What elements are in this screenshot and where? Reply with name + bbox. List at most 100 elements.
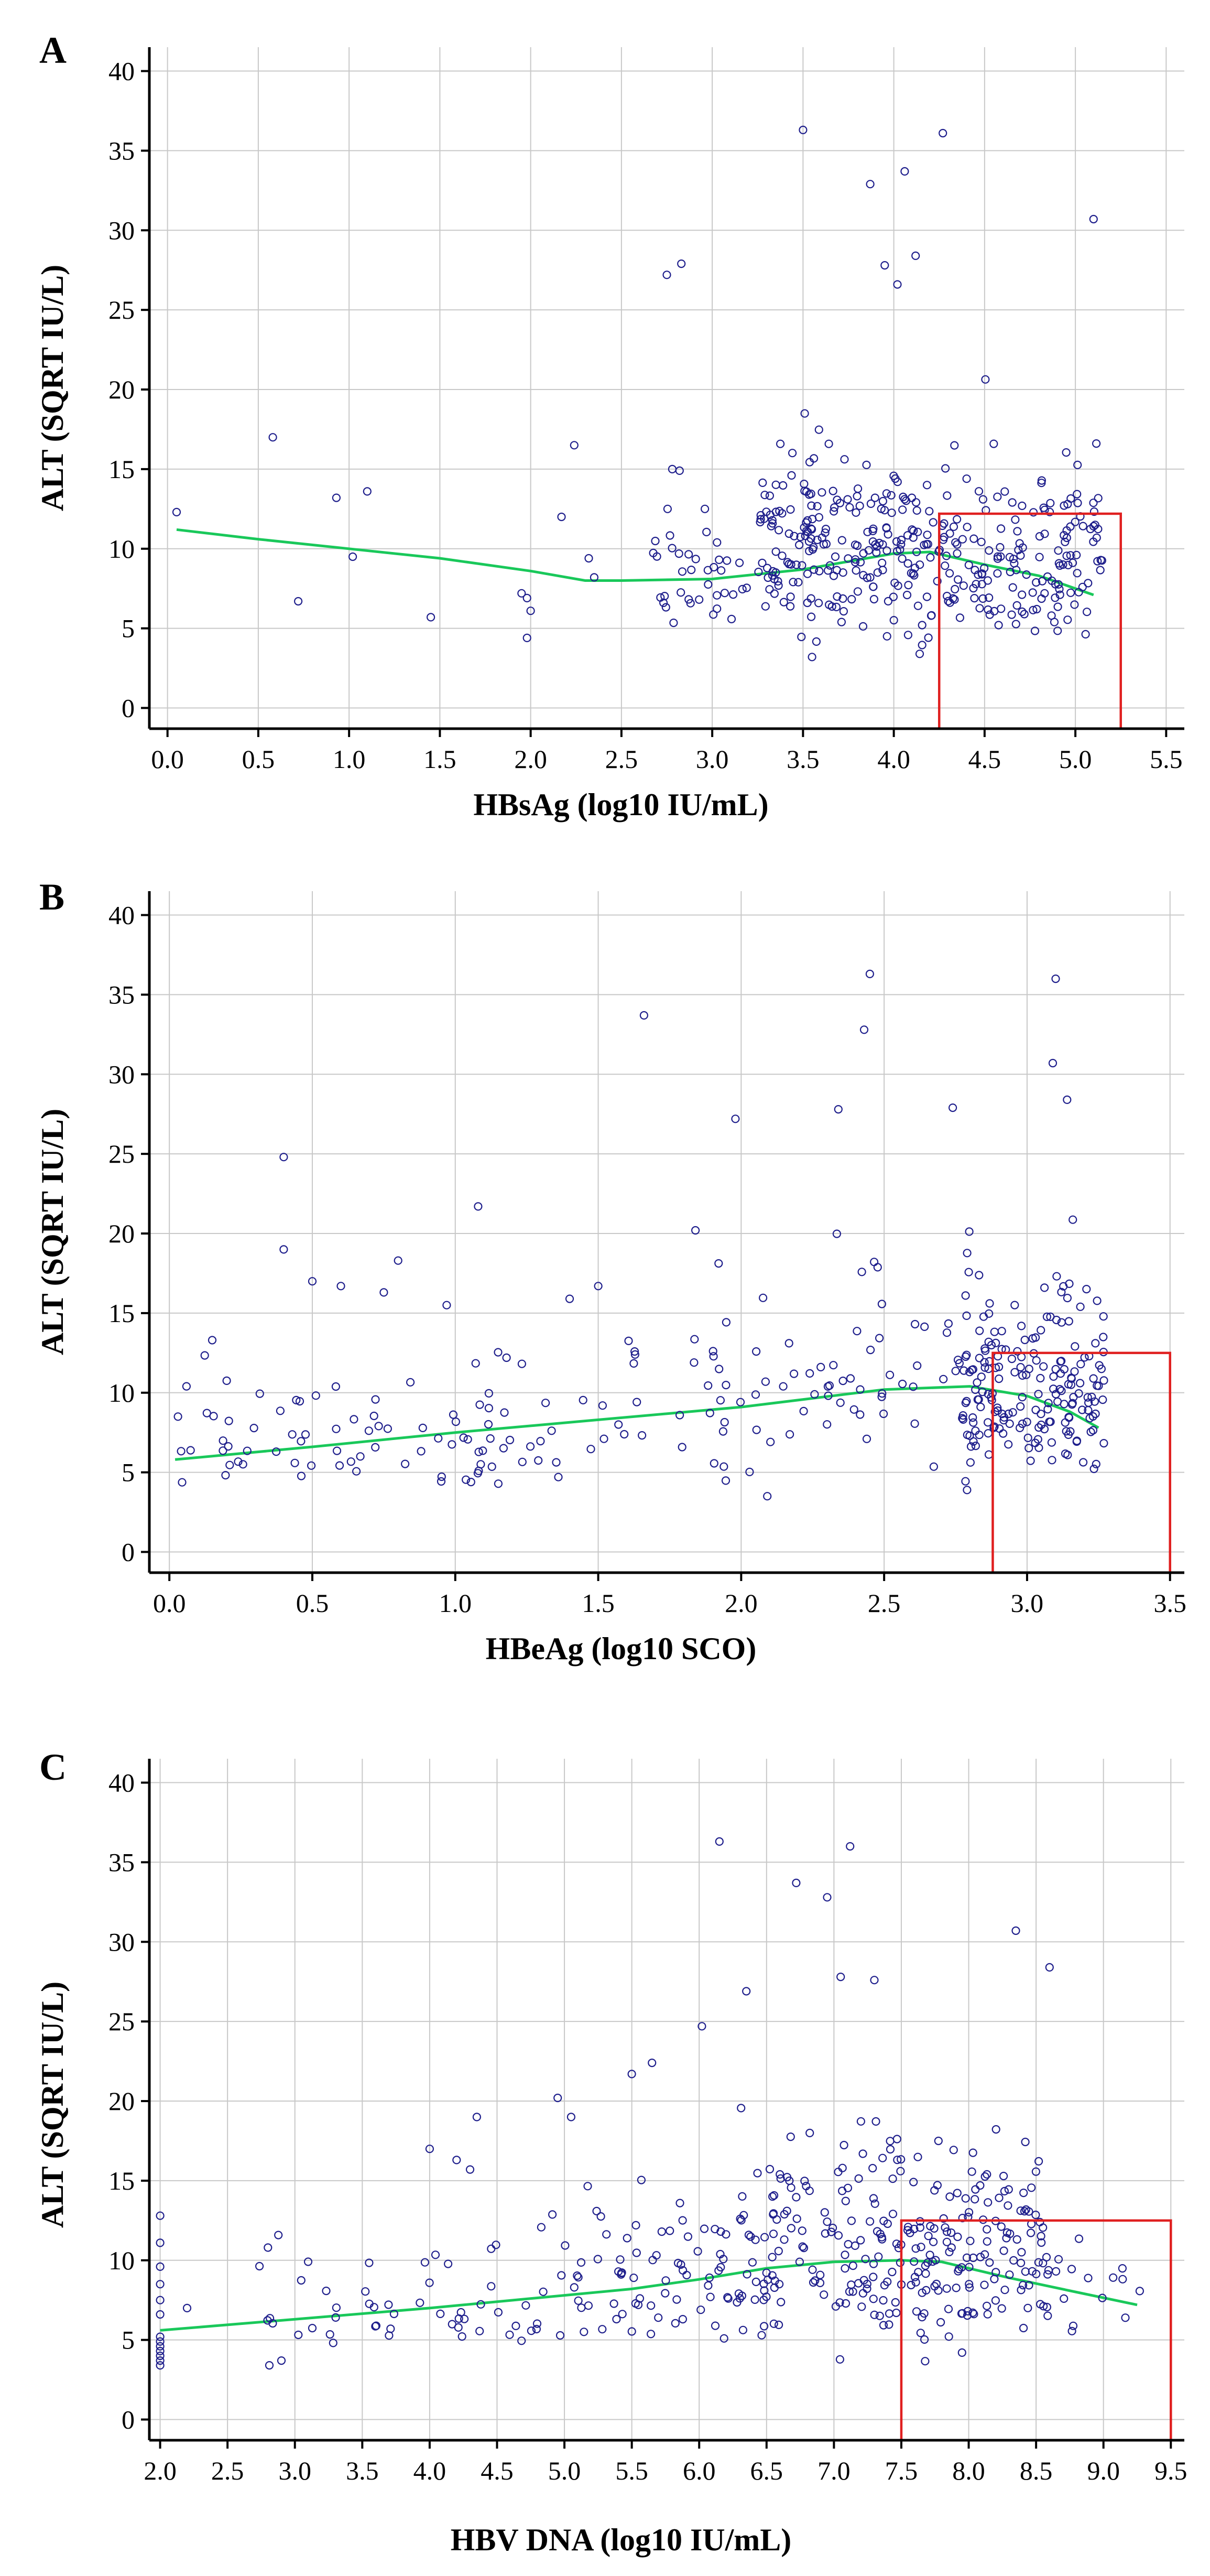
data-point-a-282 [805, 547, 814, 556]
data-point-a-74 [925, 507, 934, 516]
data-point-a-334 [1092, 439, 1101, 448]
y-axis-title-a: ALT (SQRT IU/L) [35, 265, 70, 511]
data-point-b-277 [975, 1326, 984, 1335]
data-point-b-70 [219, 1446, 227, 1455]
data-point-a-46 [709, 610, 718, 619]
data-point-a-364 [1018, 607, 1027, 616]
data-point-a-236 [897, 540, 906, 549]
data-point-b-60 [487, 1462, 496, 1471]
data-point-b-216 [983, 1418, 993, 1427]
data-point-b-23 [224, 1442, 233, 1451]
data-point-b-152 [838, 1377, 847, 1386]
data-point-a-409 [1046, 499, 1055, 507]
data-point-a-403 [1093, 557, 1102, 566]
data-point-a-2 [293, 597, 303, 606]
data-point-a-23 [1089, 214, 1098, 224]
data-point-c-413 [944, 2304, 953, 2313]
data-point-a-155 [870, 493, 879, 502]
data-point-b-56 [484, 1404, 494, 1413]
data-point-c-193 [760, 2233, 769, 2242]
data-point-a-35 [713, 538, 722, 547]
data-point-b-184 [829, 1361, 838, 1370]
data-point-c-267 [775, 2280, 784, 2289]
data-point-c-25 [156, 2346, 165, 2355]
data-point-a-414 [977, 570, 986, 579]
data-point-c-180 [769, 2191, 779, 2200]
data-point-c-403 [925, 2250, 934, 2259]
data-point-b-354 [1079, 1458, 1088, 1467]
data-point-b-108 [301, 1430, 310, 1439]
data-point-b-42 [579, 1395, 587, 1404]
data-point-a-66 [832, 602, 841, 612]
data-point-a-40 [674, 549, 683, 558]
data-point-a-226 [896, 545, 904, 554]
data-point-c-198 [737, 2216, 746, 2225]
data-point-a-233 [787, 471, 796, 480]
data-point-a-25 [880, 261, 889, 270]
data-point-b-113 [710, 1459, 718, 1468]
data-point-b-162 [715, 1365, 724, 1373]
data-point-c-40 [332, 2303, 341, 2312]
scatter-panel-a: A 0.0 0.5 1.0 1.5 2.0 2.5 3.0 3.5 4.0 4.5 5.0 5.5 0 5… [35, 29, 1184, 822]
data-point-c-445 [984, 2198, 993, 2207]
x-tick-label-a-6: 3.0 [696, 744, 729, 774]
data-point-a-135 [853, 492, 862, 501]
data-point-c-4 [1011, 1926, 1020, 1935]
data-point-a-387 [981, 375, 990, 384]
data-point-b-241 [961, 1399, 970, 1408]
data-point-a-53 [656, 593, 665, 602]
data-point-b-193 [1091, 1339, 1100, 1348]
data-point-a-281 [840, 455, 849, 464]
data-point-b-299 [961, 1352, 970, 1361]
data-point-b-114 [678, 1443, 686, 1452]
data-point-a-280 [771, 480, 780, 489]
data-point-b-15 [336, 1282, 345, 1291]
data-point-c-182 [764, 2275, 772, 2284]
data-point-c-292 [878, 2235, 887, 2244]
data-point-c-9 [697, 2022, 706, 2031]
data-point-b-343 [999, 1429, 1008, 1438]
data-point-c-439 [936, 2318, 945, 2327]
data-point-c-324 [939, 2214, 948, 2223]
data-point-b-269 [1037, 1326, 1045, 1335]
y-tick-label-c-2: 10 [108, 2246, 135, 2275]
data-point-b-183 [721, 1476, 731, 1485]
data-point-c-228 [840, 2140, 848, 2150]
data-point-a-230 [830, 503, 839, 512]
data-point-b-234 [975, 1354, 984, 1362]
data-point-c-433 [958, 2214, 967, 2223]
data-point-c-239 [891, 2298, 900, 2307]
data-point-c-359 [967, 2167, 976, 2176]
data-point-b-30 [459, 1433, 468, 1442]
data-point-c-155 [652, 2251, 661, 2260]
data-point-a-225 [783, 558, 792, 567]
data-point-b-71 [371, 1395, 380, 1404]
data-point-c-26 [156, 2351, 165, 2361]
data-point-c-283 [869, 2294, 878, 2303]
data-point-a-24 [911, 251, 920, 260]
data-point-a-122 [833, 495, 842, 504]
data-point-a-294 [779, 598, 788, 607]
data-point-b-7 [731, 1114, 740, 1123]
data-point-c-170 [780, 2235, 789, 2244]
data-point-a-121 [853, 484, 863, 493]
x-axis-title-a: HBsAg (log10 IU/mL) [473, 787, 768, 822]
y-tick-label-b-3: 15 [108, 1298, 135, 1328]
data-point-a-11 [557, 512, 566, 522]
data-point-b-43 [499, 1444, 508, 1453]
data-point-b-61 [599, 1434, 608, 1443]
data-point-a-141 [884, 597, 893, 606]
data-point-c-461 [1098, 2293, 1107, 2302]
data-points-b [173, 969, 1108, 1501]
data-point-a-152 [806, 594, 815, 603]
data-point-c-70 [487, 2244, 496, 2253]
data-point-a-382 [1011, 620, 1020, 629]
x-tick-label-c-6: 5.0 [548, 2456, 581, 2485]
data-point-a-60 [678, 567, 687, 576]
data-point-b-80 [350, 1415, 358, 1424]
data-point-c-444 [933, 2181, 942, 2190]
data-point-a-190 [794, 540, 804, 549]
data-point-c-99 [705, 2273, 714, 2282]
data-point-a-284 [771, 507, 780, 516]
data-point-b-63 [474, 1447, 483, 1456]
